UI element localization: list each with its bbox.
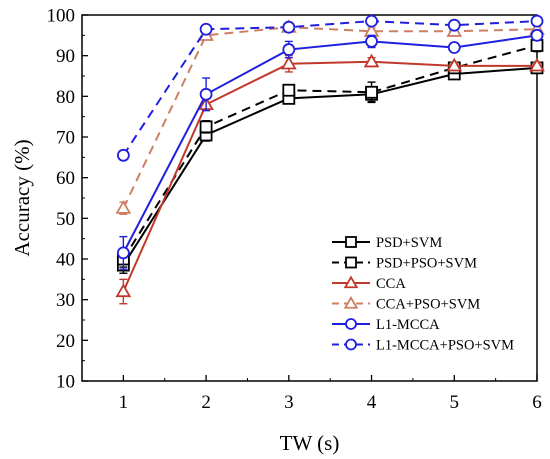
legend-label: PSD+SVM xyxy=(376,235,442,251)
legend-marker xyxy=(345,318,357,330)
x-tick-label: 5 xyxy=(450,392,460,413)
y-tick-label: 30 xyxy=(56,290,75,311)
series-l1-mcca-pso-svm xyxy=(116,14,544,162)
plot-frame xyxy=(81,14,538,382)
series-line xyxy=(122,34,538,254)
axis-ticks: 1 2 3 4 5 6 10 20 30 40 50 60 70 80 90 100 xyxy=(47,6,542,414)
legend-marker xyxy=(345,236,357,248)
data-point xyxy=(530,14,544,28)
legend-item: CCA+PSO+SVM xyxy=(332,295,480,313)
data-point xyxy=(199,120,213,134)
y-tick-label: 100 xyxy=(47,6,76,27)
legend-label: PSD+PSO+SVM xyxy=(376,256,477,272)
y-axis-title: Accuracy (%) xyxy=(10,139,34,256)
x-tick-label: 6 xyxy=(532,392,542,413)
series-line xyxy=(122,26,538,209)
series-line xyxy=(122,44,538,260)
series-line xyxy=(122,20,538,156)
data-point xyxy=(199,87,213,101)
y-tick-label: 70 xyxy=(56,128,75,149)
data-point xyxy=(446,57,463,72)
data-point xyxy=(282,43,296,56)
x-tick-label: 3 xyxy=(284,392,294,413)
x-tick-label: 2 xyxy=(201,392,211,413)
x-tick-label: 1 xyxy=(119,392,129,413)
y-tick-label: 60 xyxy=(56,168,75,189)
plot-border xyxy=(81,14,538,382)
series-layer xyxy=(115,14,545,305)
legend-item: CCA xyxy=(332,275,406,292)
legend-item: PSD+PSO+SVM xyxy=(332,256,477,272)
series-line xyxy=(122,60,537,292)
legend-marker xyxy=(345,338,357,351)
legend-item: PSD+SVM xyxy=(332,235,442,251)
data-point xyxy=(365,85,378,99)
legend: PSD+SVM PSD+PSO+SVM CCA CCA+PSO+SVM L1-MCCA L… xyxy=(332,235,514,354)
x-axis-title: TW (s) xyxy=(280,431,340,455)
series-psd-pso-svm xyxy=(116,38,544,268)
y-tick-label: 40 xyxy=(56,250,75,271)
legend-label: L1-MCCA+PSO+SVM xyxy=(376,338,514,354)
data-point xyxy=(199,22,213,36)
data-point xyxy=(115,200,132,214)
data-point xyxy=(115,283,132,298)
legend-marker xyxy=(343,275,359,289)
data-point xyxy=(530,28,544,42)
legend-label: L1-MCCA xyxy=(376,317,440,333)
data-point xyxy=(447,41,461,54)
data-point xyxy=(365,35,378,48)
data-point xyxy=(116,148,130,162)
series-cca xyxy=(115,53,545,305)
data-point xyxy=(282,20,296,34)
data-point xyxy=(280,55,297,70)
data-point xyxy=(363,53,380,68)
legend-marker xyxy=(343,295,359,309)
legend-marker xyxy=(345,256,357,269)
y-tick-label: 20 xyxy=(56,331,75,352)
series-l1-mcca xyxy=(116,28,544,270)
data-point xyxy=(282,83,296,97)
legend-label: CCA+PSO+SVM xyxy=(376,297,480,313)
legend-item: L1-MCCA xyxy=(332,317,440,333)
legend-label: CCA xyxy=(376,276,406,292)
x-tick-label: 4 xyxy=(367,392,377,413)
y-tick-label: 90 xyxy=(56,46,75,67)
series-cca-pso-svm xyxy=(115,19,545,215)
data-point xyxy=(116,246,130,260)
data-point xyxy=(365,14,378,28)
data-point xyxy=(529,57,545,72)
data-point xyxy=(447,18,461,32)
y-tick-label: 80 xyxy=(56,87,75,108)
y-tick-label: 50 xyxy=(56,209,75,230)
legend-item: L1-MCCA+PSO+SVM xyxy=(332,338,514,354)
series-line xyxy=(122,66,538,266)
y-tick-label: 10 xyxy=(56,372,75,393)
